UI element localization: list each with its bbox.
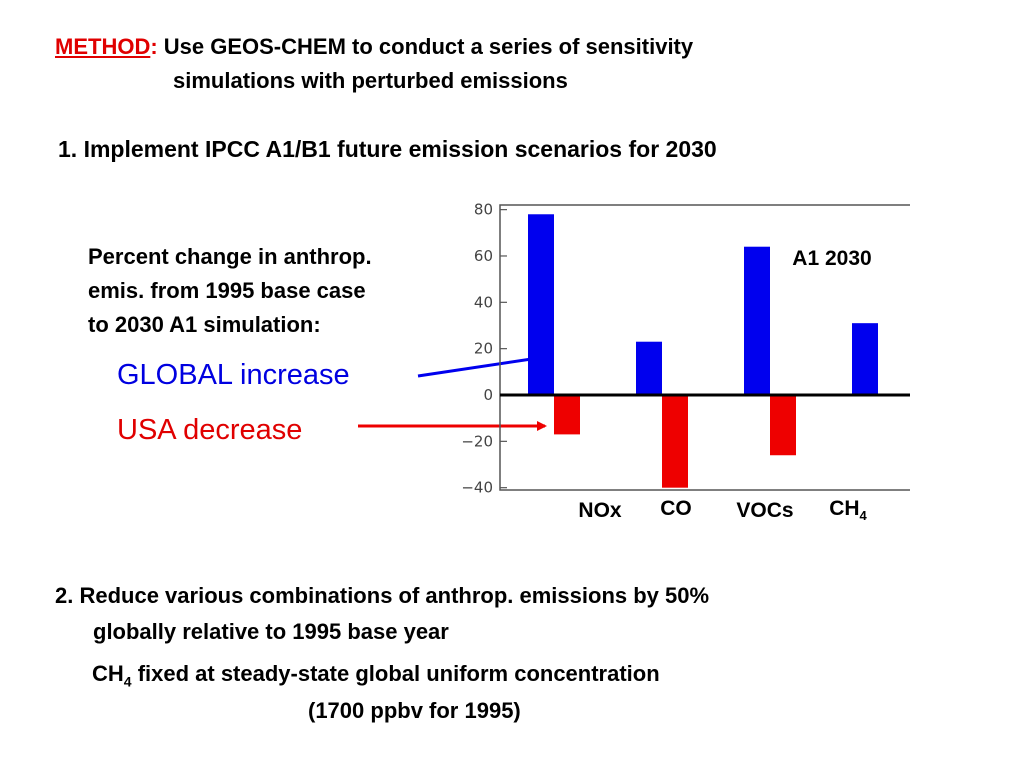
method-text-line1: Use GEOS-CHEM to conduct a series of sen… (157, 34, 694, 59)
item-1-heading: 1. Implement IPCC A1/B1 future emission … (58, 136, 717, 162)
usa-bar-vocs (770, 395, 796, 456)
global-bar-nox (528, 214, 554, 395)
item-2-line1: 2. Reduce various combinations of anthro… (55, 583, 710, 608)
category-label: CH4 (829, 497, 867, 523)
method-colon: : (150, 34, 158, 59)
method-text-line2: simulations with perturbed emissions (173, 68, 568, 93)
category-label: NOx (578, 499, 622, 522)
y-tick-label: −40 (461, 479, 493, 497)
global-bar-ch4 (852, 323, 878, 395)
category-label: VOCs (736, 499, 793, 522)
y-tick-label: 40 (474, 293, 493, 311)
chart-description: Percent change in anthrop. emis. from 19… (88, 240, 372, 342)
y-tick-label: −20 (461, 432, 493, 450)
item-2-line2: globally relative to 1995 base year (93, 619, 449, 644)
description-line: to 2030 A1 simulation: (88, 312, 321, 337)
ch4-subscript: 4 (123, 673, 132, 690)
y-tick-label: 60 (474, 247, 493, 265)
global-bar-vocs (744, 246, 770, 395)
usa-decrease-label: USA decrease (117, 414, 303, 446)
description-line: emis. from 1995 base case (88, 278, 366, 303)
method-label: METHOD (55, 34, 151, 59)
ch4-note-text: fixed at steady-state global uniform con… (131, 661, 660, 686)
global-bar-co (636, 341, 662, 395)
scenario-annotation: A1 2030 (792, 247, 871, 270)
usa-bar-co (662, 395, 688, 488)
description-line: Percent change in anthrop. (88, 244, 372, 269)
usa-bar-nox (554, 395, 580, 435)
ch4-note-line2: (1700 ppbv for 1995) (308, 698, 521, 723)
item-2-heading: 2. Reduce various combinations of anthro… (55, 578, 709, 650)
ch4-prefix: CH (92, 661, 124, 686)
global-increase-label: GLOBAL increase (117, 359, 350, 391)
emissions-bar-chart: 80 60 40 20 0 −20 −40 A1 2030 NOx CO VOCs CH4 (461, 201, 910, 523)
ch4-note: CH4 fixed at steady-state global uniform… (92, 661, 660, 689)
method-heading: METHOD: Use GEOS-CHEM to conduct a serie… (55, 34, 693, 60)
y-tick-label: 80 (474, 201, 493, 219)
plot-frame (499, 204, 910, 491)
category-subscript: 4 (860, 508, 868, 523)
category-label: CO (660, 497, 692, 520)
y-tick-label: 0 (483, 386, 493, 404)
y-tick-label: 20 (474, 340, 493, 358)
